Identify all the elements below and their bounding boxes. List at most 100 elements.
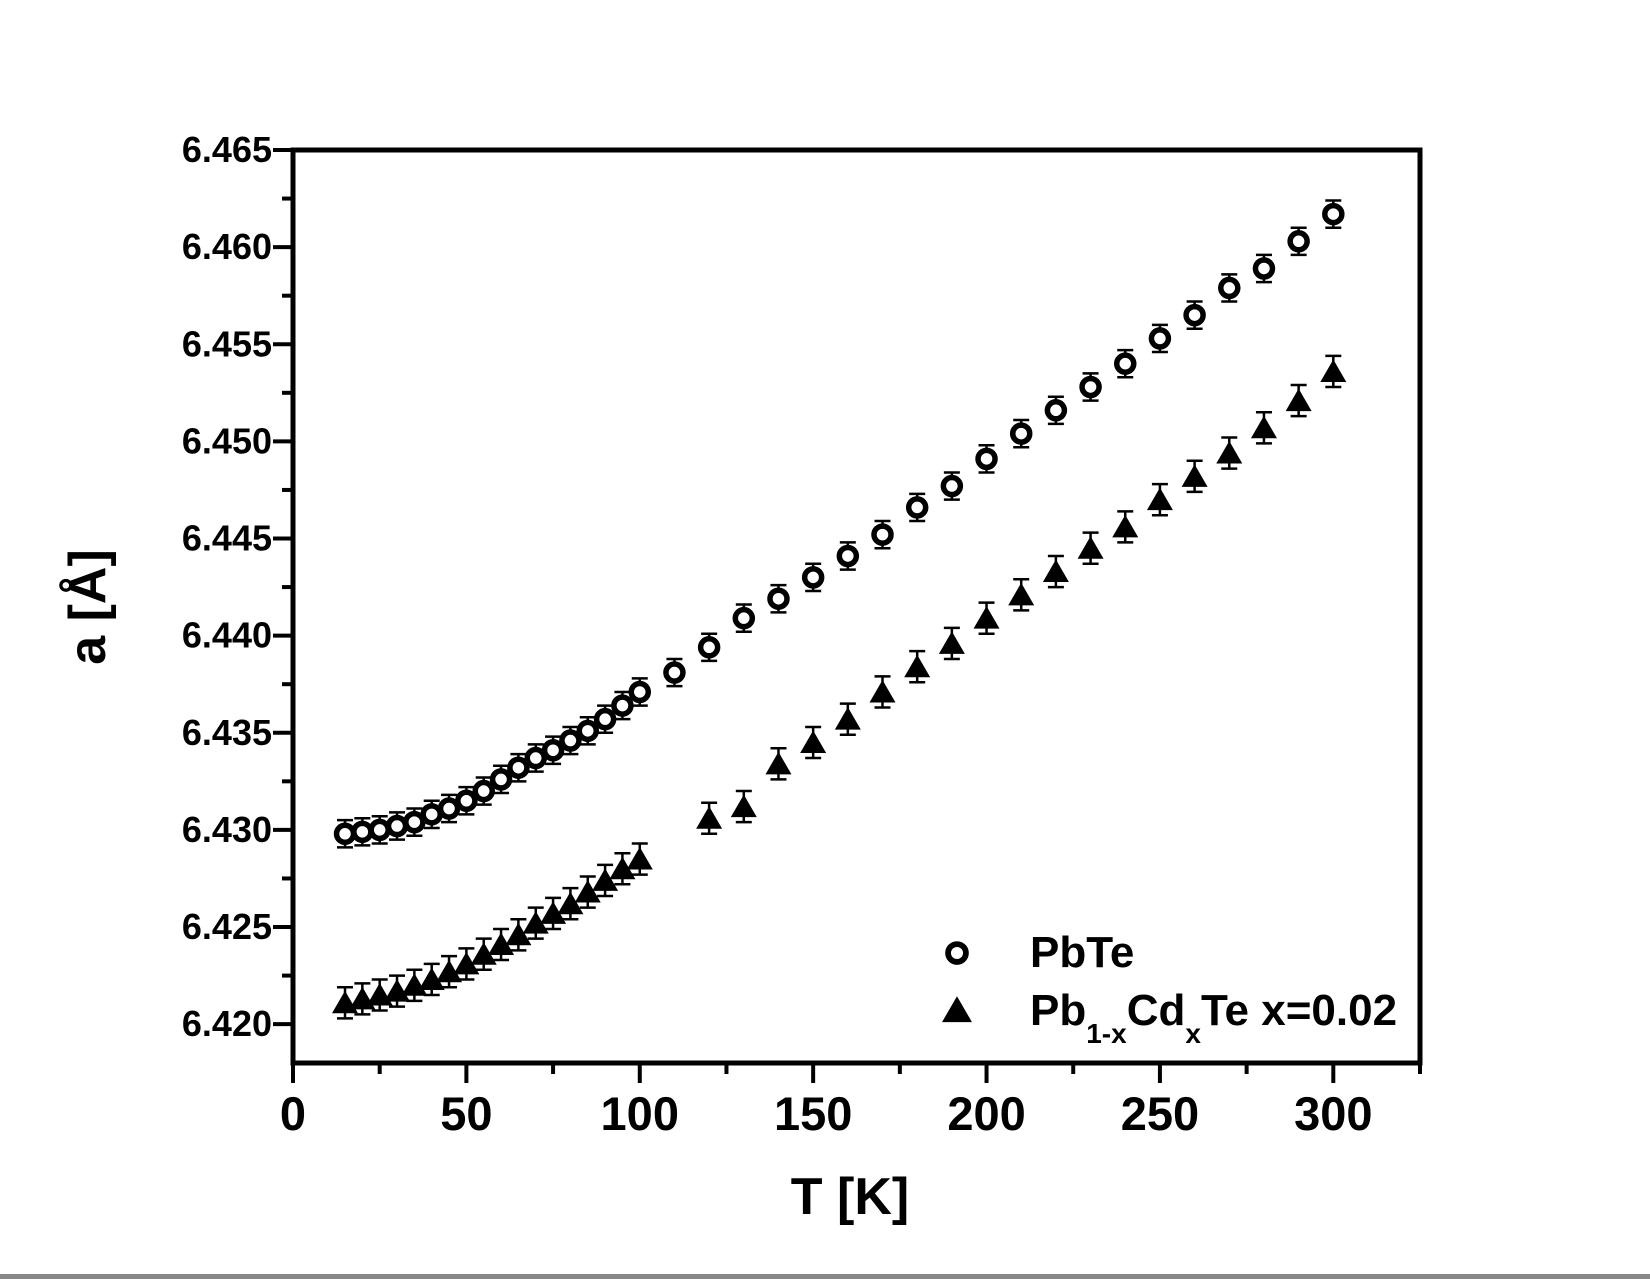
legend-label: Pb1-x​Cdx​Te x=0.02 — [1030, 986, 1397, 1049]
y-axis-label: a [Å] — [59, 549, 117, 665]
filled-triangle-marker — [540, 901, 567, 924]
open-circle-marker — [1252, 257, 1276, 280]
filled-triangle-marker — [488, 932, 515, 956]
y-tick-label: 6.450 — [182, 420, 272, 461]
filled-triangle-marker — [834, 707, 861, 730]
legend-label-subscript: 1-x — [1086, 1018, 1127, 1049]
y-tick-label: 6.425 — [182, 906, 272, 947]
y-tick-label: 6.460 — [182, 226, 272, 267]
y-tick-label: 6.445 — [182, 518, 272, 559]
open-circle-marker — [767, 587, 790, 610]
legend-label: PbTe — [1030, 928, 1134, 977]
y-axis: 6.420 6.425 6.430 6.435 6.440 6.445 6.450 6.455… — [182, 129, 293, 1044]
open-circle-marker — [351, 820, 374, 844]
filled-triangle-marker — [942, 996, 972, 1023]
filled-triangle-marker — [1285, 388, 1312, 412]
filled-triangle-marker — [1077, 536, 1104, 559]
filled-triangle-marker — [592, 868, 619, 891]
series-pbte — [333, 199, 1345, 849]
filled-triangle-marker — [1008, 582, 1035, 606]
legend-label-text: Cd — [1127, 986, 1186, 1035]
x-tick-label: 200 — [947, 1087, 1025, 1140]
open-circle-marker — [489, 768, 513, 791]
filled-triangle-marker — [1216, 441, 1243, 464]
legend: PbTe Pb1-x​Cdx​Te x=0.02 — [942, 928, 1397, 1049]
open-circle-marker — [628, 680, 652, 704]
filled-triangle-marker — [609, 856, 636, 880]
open-circle-marker — [945, 941, 969, 965]
open-circle-marker — [975, 447, 998, 471]
filled-triangle-marker — [1320, 359, 1347, 382]
x-tick-label: 250 — [1121, 1087, 1199, 1140]
filled-triangle-marker — [1181, 464, 1208, 487]
y-tick-label: 6.455 — [182, 323, 272, 364]
open-circle-marker — [732, 606, 756, 630]
open-circle-marker — [1287, 230, 1310, 253]
filled-triangle-marker — [973, 606, 1000, 629]
filled-triangle-marker — [696, 806, 723, 829]
open-circle-marker — [420, 803, 443, 826]
open-circle-marker — [1009, 422, 1033, 445]
open-circle-marker — [1218, 276, 1241, 300]
filled-triangle-marker — [904, 654, 931, 678]
legend-label-text: Pb — [1030, 986, 1086, 1035]
x-tick-label: 0 — [280, 1087, 306, 1140]
open-circle-marker — [403, 810, 426, 834]
x-axis: 0 50 100 150 200 250 300 — [280, 1063, 1422, 1140]
y-tick-label: 6.440 — [182, 615, 272, 656]
open-circle-marker — [1148, 327, 1172, 350]
x-tick-label: 100 — [601, 1087, 679, 1140]
filled-triangle-marker — [418, 967, 445, 990]
open-circle-marker — [801, 566, 825, 589]
open-circle-marker — [871, 523, 894, 546]
open-circle-marker — [663, 661, 686, 684]
open-circle-marker — [1322, 202, 1345, 226]
filled-triangle-marker — [522, 911, 549, 934]
open-circle-marker — [697, 636, 721, 659]
legend-label-text: Te x=0.02 — [1201, 986, 1397, 1035]
open-circle-marker — [524, 746, 547, 770]
open-circle-marker — [507, 756, 530, 779]
filled-triangle-marker — [453, 951, 480, 975]
filled-triangle-marker — [401, 973, 428, 996]
filled-triangle-marker — [938, 631, 965, 654]
series-pbcdte — [332, 354, 1347, 1020]
legend-label-subscript: x — [1185, 1018, 1201, 1049]
open-circle-marker — [437, 797, 461, 820]
filled-triangle-marker — [1146, 487, 1173, 511]
filled-triangle-marker — [869, 679, 896, 703]
filled-triangle-marker — [765, 751, 792, 775]
open-circle-marker — [940, 474, 964, 498]
open-circle-marker — [1079, 375, 1102, 399]
y-tick-label: 6.420 — [182, 1003, 272, 1044]
open-circle-marker — [455, 789, 478, 813]
filled-triangle-marker — [626, 847, 653, 870]
filled-triangle-marker — [436, 959, 463, 983]
open-circle-marker — [333, 822, 357, 846]
x-axis-label: T [K] — [791, 1168, 909, 1226]
x-tick-label: 50 — [440, 1087, 492, 1140]
open-circle-marker — [472, 779, 495, 803]
open-circle-marker — [836, 544, 860, 568]
y-tick-label: 6.430 — [182, 809, 272, 850]
open-circle-marker — [385, 814, 409, 838]
open-circle-marker — [1183, 303, 1206, 327]
filled-triangle-marker — [505, 922, 532, 946]
y-tick-label: 6.465 — [182, 129, 272, 170]
open-circle-marker — [1113, 352, 1137, 375]
filled-triangle-marker — [557, 891, 584, 915]
filled-triangle-marker — [574, 880, 601, 903]
open-circle-marker — [559, 729, 582, 752]
open-circle-marker — [1044, 399, 1068, 422]
open-circle-marker — [611, 694, 634, 717]
filled-triangle-marker — [470, 942, 497, 965]
plot-frame — [290, 147, 1423, 1066]
open-circle-marker — [905, 496, 929, 519]
open-circle-marker — [576, 719, 600, 743]
filled-triangle-marker — [730, 794, 757, 818]
x-tick-label: 150 — [774, 1087, 852, 1140]
y-tick-label: 6.435 — [182, 712, 272, 753]
open-circle-marker — [541, 738, 565, 762]
legend-label-text: PbTe — [1030, 928, 1134, 977]
